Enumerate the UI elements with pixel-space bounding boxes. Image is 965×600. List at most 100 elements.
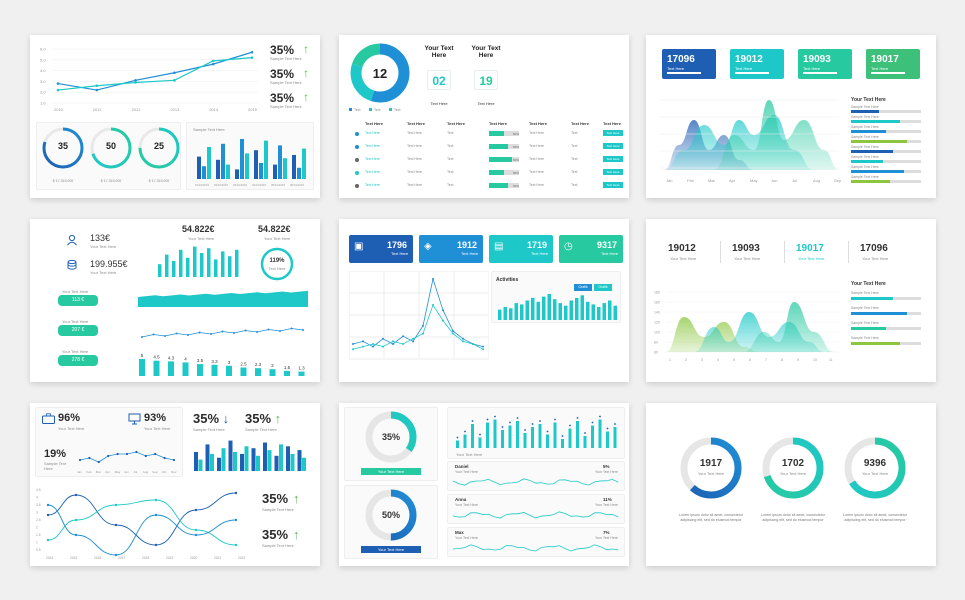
bar-label: 3.5 — [197, 358, 204, 363]
slide-percent-waves[interactable]: 96% Your Text Here 93% Your Text Here 19… — [30, 403, 320, 566]
data-point — [352, 343, 354, 345]
stat-a-label: Your Text Here — [90, 244, 117, 249]
progress-label: Sample Text Here — [851, 155, 879, 159]
data-point — [432, 304, 434, 306]
progress-label: Sample Text Here — [851, 291, 879, 295]
data-point — [56, 88, 60, 92]
progress-label: Sample Text Here — [851, 115, 879, 119]
donut-value: 50 — [105, 141, 116, 151]
person-name: Anna — [455, 497, 467, 502]
x-tick-label: Jan — [77, 470, 82, 474]
bar — [226, 164, 230, 179]
activities-title: Activities — [496, 277, 519, 283]
row-cell: Text — [447, 144, 454, 148]
y-tick-label: 80 — [654, 341, 658, 345]
data-point — [144, 454, 147, 458]
bar — [580, 295, 584, 320]
ring-fill — [365, 411, 417, 463]
bar — [179, 249, 183, 277]
bar — [297, 450, 302, 471]
kpi-value: 19017 — [871, 54, 899, 65]
y-tick-label: 60 — [654, 351, 658, 355]
bar — [523, 433, 527, 448]
table-header: Text Here — [603, 121, 621, 126]
card-value: 1796 — [387, 240, 408, 250]
slide-revenue[interactable]: 133€ Your Text Here 199.955€ Your Text H… — [30, 219, 320, 382]
bar — [194, 452, 198, 471]
kpi-bar — [871, 72, 905, 74]
stat-value: 35% — [270, 43, 295, 57]
bar — [259, 163, 263, 179]
bar — [514, 303, 518, 320]
x-tick-label: 2014 — [46, 556, 54, 560]
progress-fill — [851, 170, 904, 173]
data-point — [267, 328, 270, 331]
table-header: Text Here — [447, 121, 465, 126]
slide-financial-overview[interactable]: 6.0 5.0 4.0 3.0 2.0 1.0 2010 2011 2012 2013 2014 20… — [30, 35, 320, 198]
y-tick-label: 6.0 — [40, 47, 46, 52]
y-tick-label: 180 — [654, 291, 660, 295]
donut-panel: 35 $ 17.319,000 50 $ 17.319,000 25 $ 17.319,0… — [36, 122, 181, 190]
data-point — [402, 343, 404, 345]
data-point — [482, 348, 484, 351]
row-dot — [355, 132, 359, 136]
row-progress-fill — [489, 144, 508, 149]
card-label: Text Here — [531, 251, 549, 256]
wave-line-2 — [47, 504, 237, 556]
y-tick-label: 5.0 — [40, 57, 46, 62]
clock-icon: ◷ — [564, 241, 573, 252]
bar — [205, 444, 210, 471]
row-progress-fill — [489, 131, 504, 136]
x-tick-label: Jul — [133, 470, 137, 474]
kpi-bar — [667, 72, 701, 74]
card-value: 1912 — [457, 240, 478, 250]
data-point — [74, 518, 78, 522]
progress-fill — [851, 110, 879, 113]
data-point — [74, 533, 78, 537]
sparkline — [452, 478, 619, 486]
slide-people[interactable]: 35% Your Text Here 50% Your Text Here Your … — [339, 403, 629, 566]
slide-kpi-area[interactable]: 17096 Text Here 19012 Text Here 19093 Text He… — [646, 35, 936, 198]
data-point — [175, 332, 178, 335]
x-tick-label: 2020 — [190, 556, 198, 560]
kpi-divider — [848, 241, 849, 263]
kpi-row: 19012 Your Text Here 19093 Your Text Here 19… — [656, 241, 926, 273]
progress-label: Sample Text Here — [851, 135, 879, 139]
bar — [583, 436, 587, 448]
bar — [608, 300, 612, 320]
y-tick-label: 3 — [36, 511, 38, 515]
bar — [561, 439, 564, 448]
x-tick-label: Apr — [105, 470, 110, 474]
row-progress-fill — [489, 183, 508, 188]
slide-rings[interactable]: 1917 Your Text Here Lorem ipsum dolor sit … — [646, 403, 936, 566]
bar-label: 2.3 — [255, 362, 262, 367]
series-line — [141, 328, 304, 338]
legend-b: Grafik — [594, 284, 612, 291]
donut-hole — [363, 56, 397, 90]
x-tick-label: Jun — [124, 470, 129, 474]
data-point — [250, 56, 254, 59]
progress-label: Sample Text Here — [851, 306, 879, 310]
ring-label: Text Here — [268, 266, 286, 271]
kpi-label: Your Text Here — [734, 256, 761, 261]
ring-description: Lorem ipsum dolor sit amet, consectetur … — [843, 513, 907, 522]
bar — [240, 453, 244, 471]
bar — [186, 257, 190, 277]
kpi-value: 19012 — [668, 243, 696, 254]
slide-table-dashboard[interactable]: 12 Text Text Text Your Text Here Your Text … — [339, 35, 629, 198]
legend-a: Grafik — [574, 284, 592, 291]
progress-label: Sample Text Here — [851, 175, 879, 179]
side-title: Your Text Here — [851, 281, 886, 287]
bar — [542, 296, 546, 320]
pill-title: Your Text Here — [62, 289, 89, 294]
slide-kpi-waves[interactable]: 19012 Your Text Here 19093 Your Text Here 19… — [646, 219, 936, 382]
bar — [193, 246, 197, 277]
row-cell: Text — [571, 183, 578, 187]
progress-track — [851, 160, 921, 163]
sparkline — [452, 511, 619, 519]
row-cell: Text Here — [407, 183, 422, 187]
bar — [221, 448, 226, 471]
row-label: Text Here — [365, 170, 380, 174]
slide-activities[interactable]: ▣ 1796 Text Here ◈ 1912 Text Here ▤ 1719 Text He… — [339, 219, 629, 382]
row-pct: 50% — [513, 157, 520, 162]
